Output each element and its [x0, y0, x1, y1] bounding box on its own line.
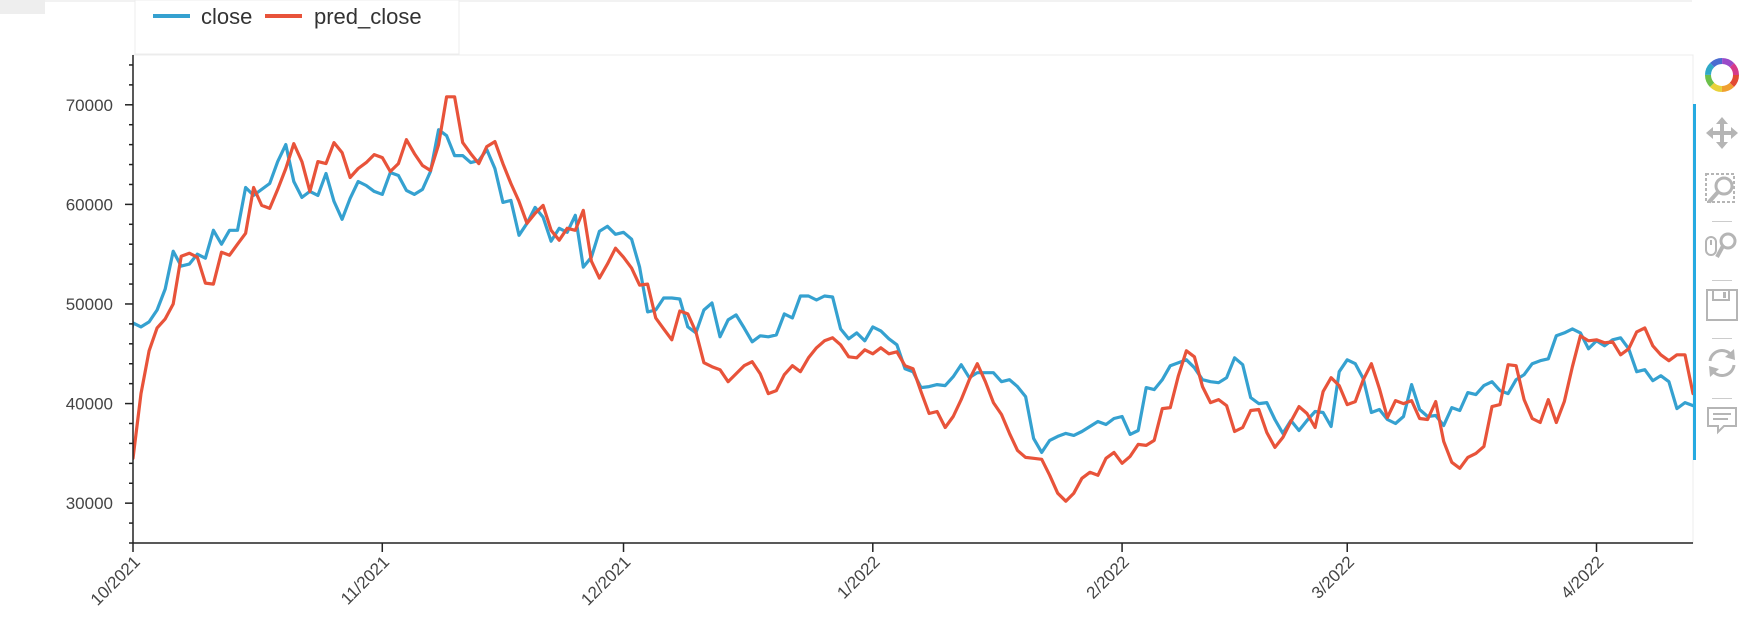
- hover-icon: [1707, 407, 1737, 435]
- reset-icon: [1708, 349, 1736, 377]
- toolbar: [1692, 50, 1752, 470]
- toolbar-separator: [1712, 398, 1732, 399]
- pan-active-indicator: [1693, 104, 1696, 160]
- x-axis: 10/2021 11/2021 12/2021 1/2022 2/2022 3/2022 4…: [87, 542, 1693, 609]
- wheel-zoom-tool[interactable]: [1692, 222, 1752, 272]
- x-tick-label: 11/2021: [337, 552, 393, 608]
- pan-tool[interactable]: [1692, 108, 1752, 158]
- series-line-close: [133, 128, 1693, 454]
- y-tick-label: 70000: [66, 96, 113, 115]
- y-tick-label: 40000: [66, 395, 113, 414]
- legend-label-pred-close: pred_close: [314, 4, 422, 29]
- pan-icon: [1706, 117, 1738, 149]
- x-tick-label: 2/2022: [1083, 552, 1133, 602]
- x-tick-label: 12/2021: [577, 552, 634, 609]
- zoom-active-indicator: [1693, 160, 1696, 460]
- toolbar-separator: [1712, 221, 1732, 222]
- bokeh-logo[interactable]: [1692, 50, 1752, 100]
- legend: close pred_close: [134, 0, 460, 55]
- y-tick-label: 30000: [66, 494, 113, 513]
- toolbar-separator: [1712, 338, 1732, 339]
- plot-frame: [132, 54, 1694, 544]
- x-tick-label: 1/2022: [833, 552, 883, 602]
- y-tick-label: 50000: [66, 295, 113, 314]
- x-tick-label: 10/2021: [87, 552, 144, 609]
- reset-tool[interactable]: [1692, 338, 1752, 388]
- save-icon: [1706, 289, 1738, 321]
- toolbar-separator: [1712, 280, 1732, 281]
- hover-tool[interactable]: [1692, 395, 1752, 445]
- x-tick-label: 4/2022: [1557, 552, 1607, 602]
- y-axis: 30000 40000 50000 60000 70000: [66, 55, 134, 544]
- corner-shade: [0, 0, 45, 14]
- legend-box: [134, 0, 460, 55]
- wheel-zoom-icon: [1705, 232, 1737, 258]
- box-zoom-tool[interactable]: [1692, 165, 1752, 215]
- x-tick-label: 3/2022: [1308, 552, 1358, 602]
- y-tick-label: 60000: [66, 195, 113, 214]
- save-tool[interactable]: [1692, 280, 1752, 330]
- series-line-pred-close: [133, 95, 1693, 503]
- legend-label-close: close: [201, 4, 252, 29]
- box-zoom-icon: [1705, 173, 1735, 204]
- bokeh-logo-icon: [1705, 58, 1739, 92]
- series-layer: [133, 95, 1693, 503]
